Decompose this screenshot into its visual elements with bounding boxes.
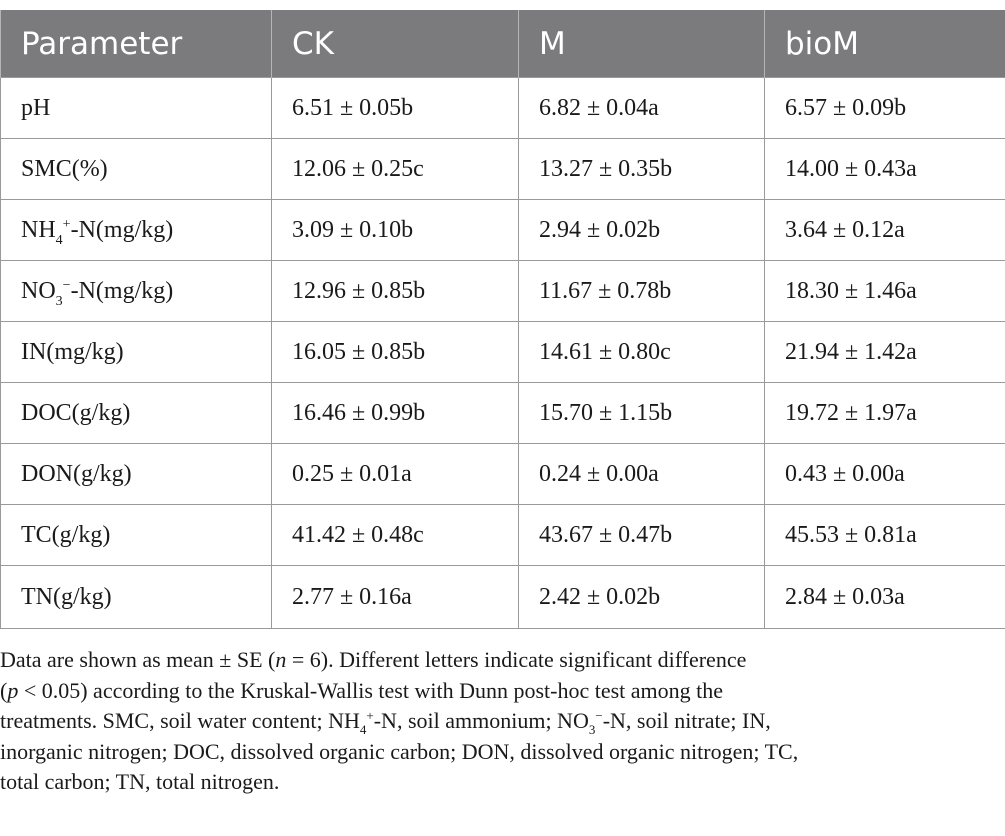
param-suffix: -N(mg/kg) xyxy=(70,277,174,304)
param-suffix: -N(mg/kg) xyxy=(70,216,174,243)
value-cell-biom: 2.84 ± 0.03a xyxy=(764,565,1005,629)
table-row: TN(g/kg) 2.77 ± 0.16a 2.42 ± 0.02b 2.84 … xyxy=(0,565,1005,629)
value-cell-ck: 16.46 ± 0.99b xyxy=(271,382,519,444)
footnote-text: -N, soil nitrate; IN, xyxy=(602,708,771,733)
value-cell-m: 13.27 ± 0.35b xyxy=(518,138,765,200)
value-cell-ck: 0.25 ± 0.01a xyxy=(271,443,519,505)
table-row: SMC(%) 12.06 ± 0.25c 13.27 ± 0.35b 14.00… xyxy=(0,138,1005,200)
table-row: DON(g/kg) 0.25 ± 0.01a 0.24 ± 0.00a 0.43… xyxy=(0,443,1005,505)
table-row: NH4+-N(mg/kg) 3.09 ± 0.10b 2.94 ± 0.02b … xyxy=(0,199,1005,261)
header-row: Parameter CK M bioM xyxy=(0,10,1005,78)
footnote-subscript: 3 xyxy=(588,722,596,737)
param-cell: TC(g/kg) xyxy=(0,504,272,566)
value-cell-m: 11.67 ± 0.78b xyxy=(518,260,765,322)
table-row: IN(mg/kg) 16.05 ± 0.85b 14.61 ± 0.80c 21… xyxy=(0,321,1005,383)
value-cell-biom: 45.53 ± 0.81a xyxy=(764,504,1005,566)
param-label: pH xyxy=(21,94,51,121)
value-cell-biom: 3.64 ± 0.12a xyxy=(764,199,1005,261)
param-cell: SMC(%) xyxy=(0,138,272,200)
param-label: IN(mg/kg) xyxy=(21,338,124,365)
footnote-text: -N, soil ammonium; NO xyxy=(373,708,589,733)
header-biom: bioM xyxy=(764,10,1005,78)
param-subscript: 3 xyxy=(55,293,63,309)
table-row: TC(g/kg) 41.42 ± 0.48c 43.67 ± 0.47b 45.… xyxy=(0,504,1005,566)
param-cell: TN(g/kg) xyxy=(0,565,272,629)
value-cell-m: 6.82 ± 0.04a xyxy=(518,77,765,139)
value-cell-ck: 41.42 ± 0.48c xyxy=(271,504,519,566)
table-row: NO3−-N(mg/kg) 12.96 ± 0.85b 11.67 ± 0.78… xyxy=(0,260,1005,322)
value-cell-ck: 12.06 ± 0.25c xyxy=(271,138,519,200)
value-cell-m: 14.61 ± 0.80c xyxy=(518,321,765,383)
footnote-text: total carbon; TN, total nitrogen. xyxy=(0,769,280,794)
value-cell-biom: 18.30 ± 1.46a xyxy=(764,260,1005,322)
header-ck: CK xyxy=(271,10,519,78)
header-m: M xyxy=(518,10,765,78)
table-row: pH 6.51 ± 0.05b 6.82 ± 0.04a 6.57 ± 0.09… xyxy=(0,77,1005,139)
param-label: NH xyxy=(21,216,56,243)
value-cell-m: 2.42 ± 0.02b xyxy=(518,565,765,629)
value-cell-biom: 21.94 ± 1.42a xyxy=(764,321,1005,383)
footnote-italic-n: n xyxy=(275,647,287,672)
footnote-superscript: − xyxy=(595,708,603,723)
param-label: DOC(g/kg) xyxy=(21,399,131,426)
footnote-subscript: 4 xyxy=(359,722,367,737)
param-subscript: 4 xyxy=(55,232,63,248)
table-body: pH 6.51 ± 0.05b 6.82 ± 0.04a 6.57 ± 0.09… xyxy=(0,77,1005,629)
value-cell-ck: 2.77 ± 0.16a xyxy=(271,565,519,629)
value-cell-biom: 0.43 ± 0.00a xyxy=(764,443,1005,505)
param-cell: IN(mg/kg) xyxy=(0,321,272,383)
param-label: TC(g/kg) xyxy=(21,521,111,548)
param-superscript: − xyxy=(62,277,71,293)
header-parameter: Parameter xyxy=(0,10,272,78)
value-cell-m: 2.94 ± 0.02b xyxy=(518,199,765,261)
value-cell-m: 15.70 ± 1.15b xyxy=(518,382,765,444)
footnote-text: = 6). Different letters indicate signifi… xyxy=(286,647,747,672)
param-label: SMC(%) xyxy=(21,155,108,182)
value-cell-ck: 16.05 ± 0.85b xyxy=(271,321,519,383)
value-cell-ck: 12.96 ± 0.85b xyxy=(271,260,519,322)
value-cell-biom: 14.00 ± 0.43a xyxy=(764,138,1005,200)
table-footnote: Data are shown as mean ± SE (n = 6). Dif… xyxy=(0,645,1000,798)
soil-parameters-table: Parameter CK M bioM pH 6.51 ± 0.05b 6.82… xyxy=(0,10,1005,629)
param-superscript: + xyxy=(62,216,71,232)
value-cell-biom: 19.72 ± 1.97a xyxy=(764,382,1005,444)
table-row: DOC(g/kg) 16.46 ± 0.99b 15.70 ± 1.15b 19… xyxy=(0,382,1005,444)
param-label: DON(g/kg) xyxy=(21,460,132,487)
value-cell-m: 43.67 ± 0.47b xyxy=(518,504,765,566)
value-cell-ck: 6.51 ± 0.05b xyxy=(271,77,519,139)
footnote-text: Data are shown as mean ± SE ( xyxy=(0,647,276,672)
footnote-superscript: + xyxy=(366,708,374,723)
value-cell-m: 0.24 ± 0.00a xyxy=(518,443,765,505)
param-cell: pH xyxy=(0,77,272,139)
footnote-text: < 0.05) according to the Kruskal-Wallis … xyxy=(18,677,724,703)
footnote-text: inorganic nitrogen; DOC, dissolved organ… xyxy=(0,738,799,764)
value-cell-ck: 3.09 ± 0.10b xyxy=(271,199,519,261)
param-cell: DOC(g/kg) xyxy=(0,382,272,444)
footnote-text: treatments. SMC, soil water content; NH xyxy=(0,708,360,733)
footnote-text: ( xyxy=(0,677,8,703)
param-cell: NO3−-N(mg/kg) xyxy=(0,260,272,322)
param-cell: DON(g/kg) xyxy=(0,443,272,505)
param-label: NO xyxy=(21,277,56,304)
param-cell: NH4+-N(mg/kg) xyxy=(0,199,272,261)
value-cell-biom: 6.57 ± 0.09b xyxy=(764,77,1005,139)
footnote-italic-p: p xyxy=(7,677,19,703)
param-label: TN(g/kg) xyxy=(21,583,112,610)
data-table-container: Parameter CK M bioM pH 6.51 ± 0.05b 6.82… xyxy=(0,10,1005,629)
table-header: Parameter CK M bioM xyxy=(0,10,1005,78)
